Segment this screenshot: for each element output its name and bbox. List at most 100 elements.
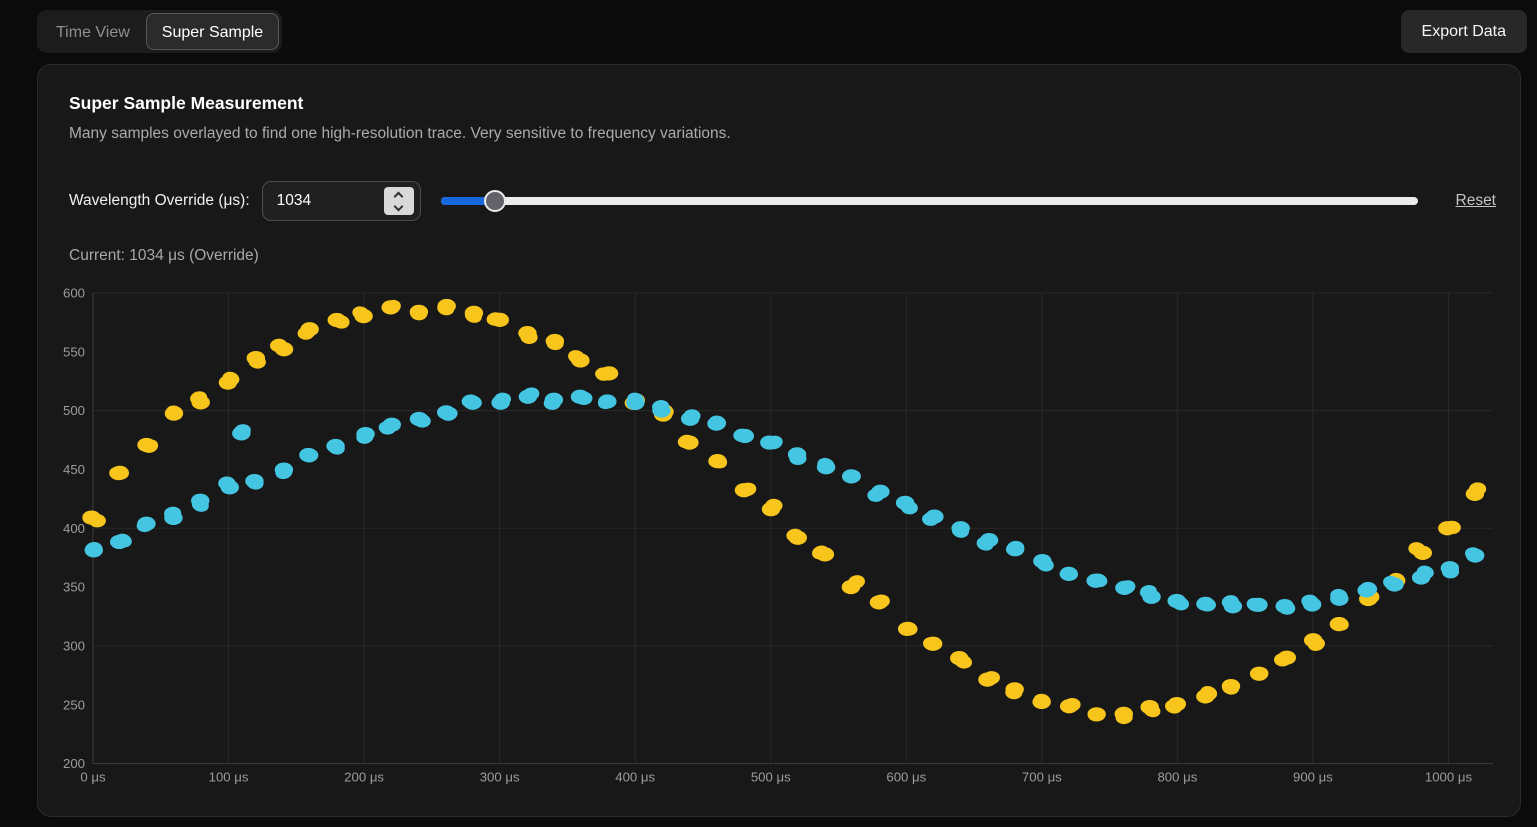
wavelength-number-field (261, 181, 421, 221)
wavelength-label: Wavelength Override (μs): (69, 192, 250, 209)
yellow-series-point (1088, 707, 1106, 722)
yellow-series-point (1143, 703, 1161, 718)
yellow-series-point (352, 306, 370, 321)
cyan-series-point (85, 542, 103, 556)
cyan-series-point (275, 465, 293, 480)
yellow-series-point (1200, 686, 1218, 700)
yellow-series-point (166, 405, 184, 420)
super-sample-panel: Super Sample Measurement Many samples ov… (37, 64, 1521, 817)
cyan-series-point (817, 457, 835, 472)
cyan-series-point (951, 524, 969, 538)
cyan-series-point (413, 414, 431, 428)
cyan-series-point (1036, 557, 1054, 572)
cyan-series-point (683, 409, 701, 423)
yellow-series-point (222, 371, 240, 386)
cyan-series-point (378, 421, 396, 435)
yellow-series-point (1063, 698, 1081, 712)
yellow-series-point (410, 306, 428, 321)
x-tick-label: 100 μs (209, 770, 249, 785)
yellow-series-point (297, 326, 315, 340)
cyan-series-point (1360, 581, 1378, 596)
cyan-series-point (843, 469, 861, 484)
cyan-series-point (1441, 564, 1460, 579)
x-tick-label: 0 μs (80, 770, 106, 785)
scatter-chart-svg: 200 250 300 350 400 450 500 550 600 0 μs 100 μs 200… (63, 286, 1493, 785)
yellow-series-point (1443, 520, 1461, 535)
slider-track (440, 197, 1418, 205)
x-tick-label: 400 μs (615, 770, 655, 785)
slider-fill (440, 197, 496, 205)
cyan-series-point (440, 407, 458, 421)
chevron-down-icon (393, 201, 404, 211)
cyan-series-point (233, 424, 251, 438)
yellow-series-point (520, 330, 538, 344)
cyan-series-point (1278, 601, 1296, 615)
x-tick-label: 900 μs (1293, 770, 1333, 785)
cyan-series-point (1060, 567, 1078, 581)
yellow-series-point (677, 434, 695, 449)
cyan-series-point (709, 415, 727, 430)
cyan-series-point (733, 428, 751, 443)
yellow-series-point (812, 545, 829, 560)
slider-thumb[interactable] (484, 190, 507, 212)
chevron-up-icon (393, 191, 404, 201)
cyan-series-point (765, 435, 783, 450)
yellow-series-point (464, 309, 482, 323)
cyan-series-point (1118, 580, 1136, 594)
yellow-series-point (486, 312, 504, 326)
yellow-series-point (248, 355, 266, 369)
yellow-series-point (1468, 482, 1487, 496)
yellow-series-point (1115, 710, 1133, 725)
view-tabbar: Time View Super Sample (37, 10, 283, 53)
x-tick-label: 800 μs (1157, 770, 1197, 785)
yellow-series-point (383, 299, 401, 314)
y-tick-label: 200 (63, 756, 85, 771)
yellow-series-point (900, 621, 918, 636)
wavelength-slider[interactable] (440, 190, 1418, 212)
yellow-series-point (1222, 681, 1240, 695)
y-tick-label: 450 (63, 462, 85, 477)
tab-super-sample[interactable]: Super Sample (145, 13, 280, 50)
x-tick-label: 600 μs (886, 770, 926, 785)
yellow-series-point (1331, 616, 1349, 631)
cyan-series-point (976, 536, 994, 551)
cyan-series-point (789, 451, 807, 466)
yellow-series-point (1165, 699, 1182, 714)
spinner-up-button[interactable] (384, 187, 414, 201)
cyan-series-point (1198, 598, 1216, 612)
yellow-series-point (332, 315, 350, 329)
scatter-chart: 200 250 300 350 400 450 500 550 600 0 μs 100 μs 200… (56, 286, 1508, 808)
yellow-series-point (88, 513, 106, 528)
cyan-series-point (1246, 597, 1264, 612)
yellow-series-point (872, 594, 890, 608)
cyan-series-point (1090, 573, 1108, 588)
reset-link[interactable]: Reset (1455, 192, 1497, 209)
cyan-series-point (575, 391, 593, 406)
yellow-series-point (437, 301, 455, 316)
cyan-series-point (522, 387, 540, 402)
yellow-series-point (270, 338, 288, 353)
spinner-down-button[interactable] (384, 201, 414, 215)
yellow-series-point (1033, 693, 1051, 708)
cyan-series-point (493, 392, 512, 407)
y-tick-label: 600 (63, 286, 85, 301)
y-tick-label: 550 (63, 344, 85, 359)
yellow-series-point (190, 391, 208, 405)
yellow-series-point (710, 454, 728, 469)
yellow-series-point (109, 466, 127, 481)
cyan-series-point (1416, 565, 1434, 580)
number-spinner (383, 187, 414, 215)
cyan-series-point (327, 440, 345, 455)
y-tick-label: 400 (63, 521, 85, 536)
yellow-series-point (595, 367, 613, 381)
yellow-series-point (1307, 637, 1325, 651)
yellow-series-point (1251, 667, 1269, 681)
cyan-series-point (1007, 540, 1025, 555)
yellow-series-point (1408, 542, 1426, 556)
yellow-series-point (786, 528, 804, 543)
y-tick-label: 500 (63, 403, 85, 418)
current-wavelength-readout: Current: 1034 μs (Override) (69, 247, 259, 264)
cyan-series-point (1464, 547, 1483, 561)
tab-time-view[interactable]: Time View (40, 13, 146, 50)
export-data-button[interactable]: Export Data (1400, 10, 1527, 53)
